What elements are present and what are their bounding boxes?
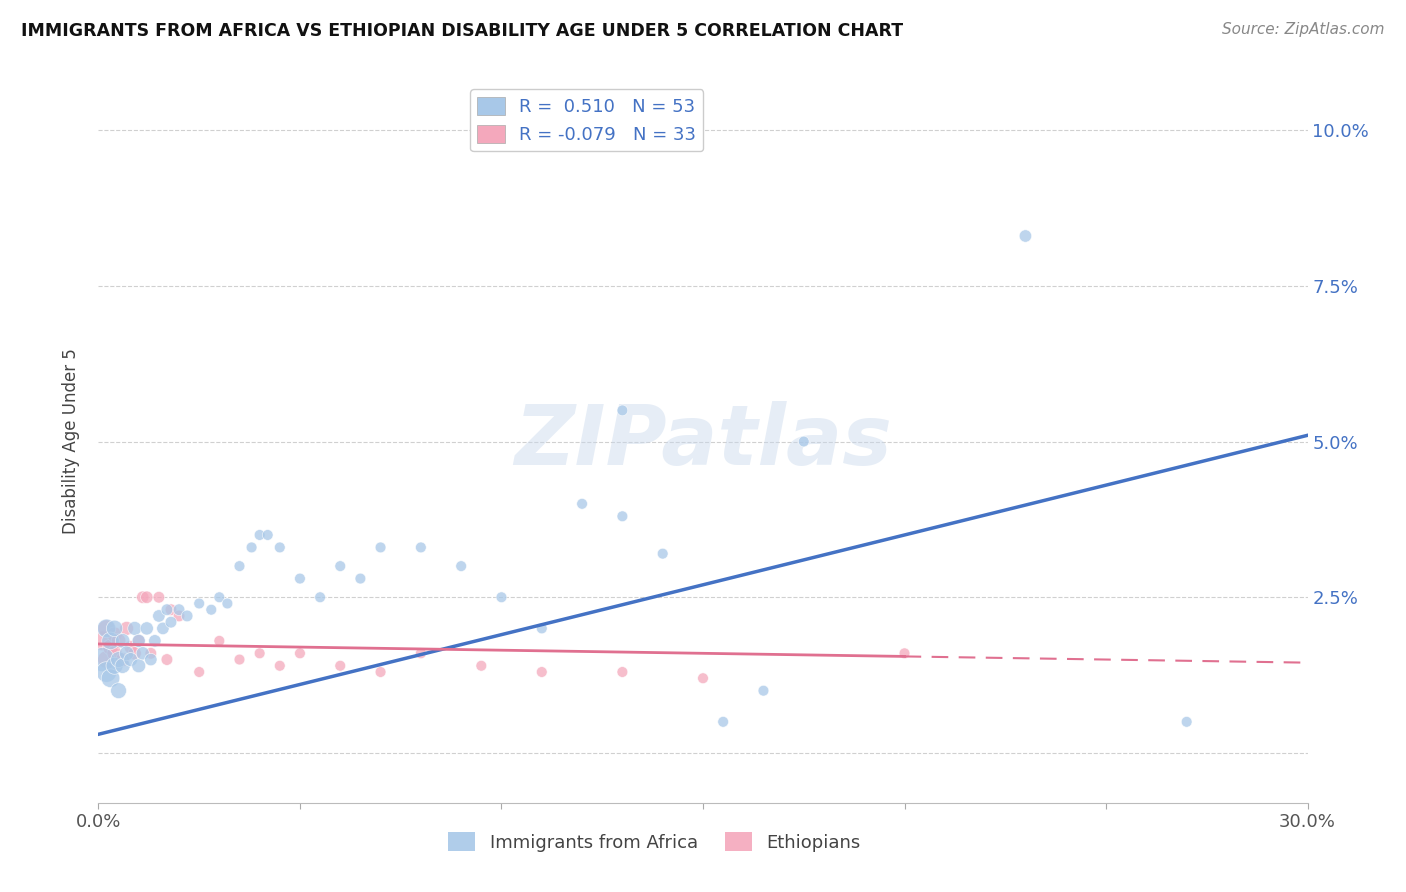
- Point: [612, 509, 634, 524]
- Point: [132, 591, 155, 605]
- Point: [148, 591, 170, 605]
- Point: [240, 541, 263, 555]
- Point: [208, 591, 231, 605]
- Point: [100, 640, 122, 654]
- Point: [152, 621, 174, 635]
- Point: [120, 652, 142, 666]
- Point: [208, 633, 231, 648]
- Point: [103, 646, 125, 660]
- Text: ZIPatlas: ZIPatlas: [515, 401, 891, 482]
- Point: [176, 609, 198, 624]
- Point: [249, 646, 271, 660]
- Point: [711, 714, 734, 729]
- Point: [132, 646, 155, 660]
- Point: [188, 597, 211, 611]
- Point: [612, 665, 634, 679]
- Point: [288, 646, 311, 660]
- Point: [309, 591, 332, 605]
- Point: [135, 591, 157, 605]
- Point: [1175, 714, 1198, 729]
- Point: [288, 572, 311, 586]
- Point: [160, 615, 183, 630]
- Point: [530, 621, 553, 635]
- Point: [370, 665, 392, 679]
- Text: IMMIGRANTS FROM AFRICA VS ETHIOPIAN DISABILITY AGE UNDER 5 CORRELATION CHART: IMMIGRANTS FROM AFRICA VS ETHIOPIAN DISA…: [21, 22, 903, 40]
- Point: [103, 621, 125, 635]
- Point: [329, 559, 352, 574]
- Point: [329, 658, 352, 673]
- Point: [100, 671, 122, 685]
- Point: [96, 665, 118, 679]
- Point: [111, 633, 134, 648]
- Point: [91, 633, 114, 648]
- Point: [100, 633, 122, 648]
- Point: [450, 559, 472, 574]
- Point: [128, 633, 150, 648]
- Point: [167, 603, 190, 617]
- Point: [111, 658, 134, 673]
- Point: [124, 621, 146, 635]
- Point: [111, 652, 134, 666]
- Point: [139, 646, 162, 660]
- Point: [470, 658, 492, 673]
- Point: [156, 603, 179, 617]
- Point: [370, 541, 392, 555]
- Point: [91, 652, 114, 666]
- Point: [228, 652, 250, 666]
- Point: [143, 633, 166, 648]
- Point: [530, 665, 553, 679]
- Point: [612, 403, 634, 417]
- Point: [491, 591, 513, 605]
- Point: [120, 640, 142, 654]
- Point: [96, 652, 118, 666]
- Point: [249, 528, 271, 542]
- Text: Source: ZipAtlas.com: Source: ZipAtlas.com: [1222, 22, 1385, 37]
- Point: [115, 621, 138, 635]
- Point: [409, 541, 432, 555]
- Point: [107, 683, 129, 698]
- Point: [124, 646, 146, 660]
- Point: [409, 646, 432, 660]
- Y-axis label: Disability Age Under 5: Disability Age Under 5: [62, 349, 80, 534]
- Point: [269, 541, 291, 555]
- Point: [200, 603, 222, 617]
- Point: [893, 646, 915, 660]
- Point: [692, 671, 714, 685]
- Point: [96, 621, 118, 635]
- Point: [228, 559, 250, 574]
- Point: [256, 528, 278, 542]
- Point: [115, 646, 138, 660]
- Point: [128, 633, 150, 648]
- Point: [107, 652, 129, 666]
- Point: [188, 665, 211, 679]
- Point: [167, 609, 190, 624]
- Point: [1014, 229, 1036, 244]
- Point: [752, 683, 775, 698]
- Legend: Immigrants from Africa, Ethiopians: Immigrants from Africa, Ethiopians: [441, 825, 868, 859]
- Point: [217, 597, 239, 611]
- Point: [571, 497, 593, 511]
- Point: [103, 627, 125, 641]
- Point: [128, 658, 150, 673]
- Point: [269, 658, 291, 673]
- Point: [156, 652, 179, 666]
- Point: [793, 434, 815, 449]
- Point: [148, 609, 170, 624]
- Point: [107, 633, 129, 648]
- Point: [651, 547, 673, 561]
- Point: [96, 621, 118, 635]
- Point: [160, 603, 183, 617]
- Point: [135, 621, 157, 635]
- Point: [103, 658, 125, 673]
- Point: [139, 652, 162, 666]
- Point: [349, 572, 371, 586]
